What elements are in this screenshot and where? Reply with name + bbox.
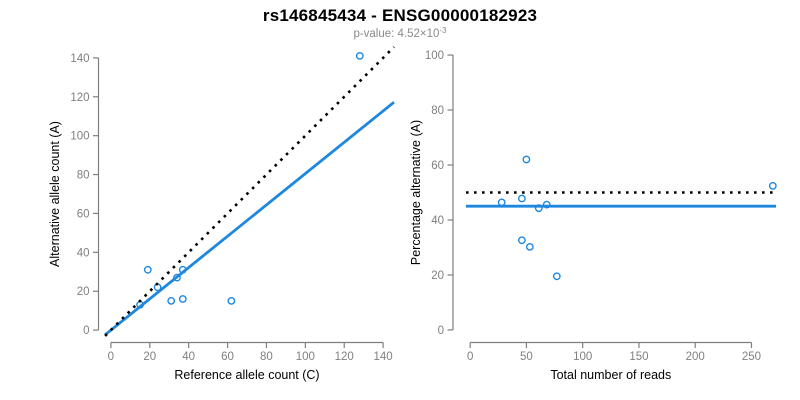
data-point (518, 236, 526, 245)
x-tick-label: 40 (182, 351, 195, 363)
x-tick-label: 100 (296, 351, 315, 363)
y-tick-label: 40 (431, 215, 444, 227)
data-point (525, 242, 534, 251)
y-tick-label: 0 (438, 325, 444, 337)
pvalue-text: p-value: 4.52×10 (353, 28, 440, 40)
y-tick-label: 20 (431, 270, 444, 282)
y-tick-label: 100 (425, 50, 444, 62)
y-tick-label: 0 (83, 325, 89, 337)
x-axis-title: Total number of reads (550, 368, 671, 382)
data-point (143, 265, 152, 274)
data-point (768, 181, 777, 190)
data-point (173, 273, 181, 282)
data-point (518, 194, 526, 203)
y-tick-label: 20 (77, 286, 90, 298)
x-tick-label: 120 (335, 351, 354, 363)
y-tick-label: 100 (70, 131, 89, 143)
data-point (552, 272, 561, 281)
y-tick-label: 80 (431, 105, 444, 117)
pvalue-exponent: -3 (439, 26, 447, 35)
x-tick-label: 250 (742, 351, 761, 363)
figure-subtitle: p-value: 4.52×10-3 (0, 26, 800, 40)
x-tick-label: 200 (686, 351, 705, 363)
data-point (522, 155, 531, 164)
x-tick-label: 60 (221, 351, 234, 363)
x-tick-label: 0 (467, 351, 473, 363)
y-tick-label: 60 (431, 160, 444, 172)
y-tick-label: 140 (70, 53, 89, 65)
data-point (178, 295, 187, 303)
data-point (227, 296, 236, 305)
data-point (167, 296, 176, 305)
data-point (497, 198, 506, 207)
figure-title: rs146845434 - ENSG00000182923 (262, 6, 538, 25)
x-tick-label: 50 (520, 351, 533, 363)
y-tick-label: 60 (77, 208, 90, 220)
x-tick-label: 80 (260, 351, 273, 363)
x-tick-label: 0 (108, 351, 114, 363)
y-tick-label: 80 (77, 170, 90, 182)
data-point (542, 200, 551, 209)
x-tick-label: 100 (573, 351, 592, 363)
data-point (355, 52, 364, 60)
x-tick-label: 150 (629, 351, 648, 363)
y-axis-title: Alternative allele count (A) (48, 121, 62, 267)
y-axis-title: Percentage alternative (A) (409, 120, 423, 265)
x-axis-title: Reference allele count (C) (174, 368, 319, 382)
fit-line (104, 101, 395, 336)
x-tick-label: 140 (374, 351, 393, 363)
y-tick-label: 40 (77, 247, 90, 259)
y-tick-label: 120 (70, 92, 89, 104)
x-tick-label: 20 (143, 351, 156, 363)
identity-line (104, 46, 395, 337)
